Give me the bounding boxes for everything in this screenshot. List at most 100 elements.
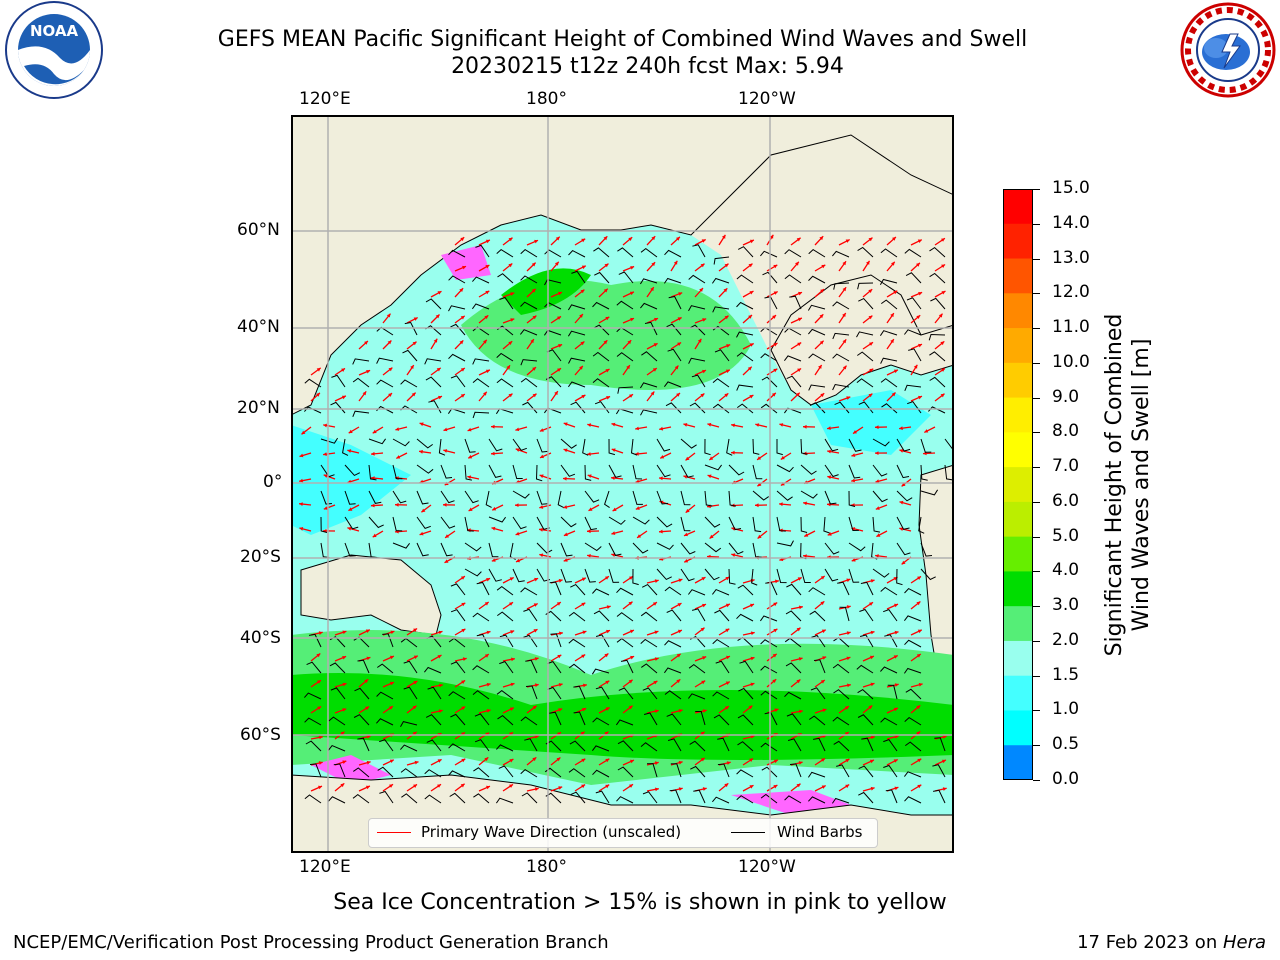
wave-arrow-head (460, 394, 465, 398)
wave-arrow-head (891, 392, 896, 397)
wind-barb (884, 634, 898, 648)
wave-arrow-head (748, 315, 752, 319)
wind-barb (832, 353, 850, 362)
wave-arrow-head (371, 451, 375, 456)
wave-arrow-head (846, 605, 851, 609)
wave-arrow-head (390, 681, 394, 686)
wind-barb (392, 542, 410, 549)
wave-arrow-head (851, 453, 856, 457)
wave-arrow-head (532, 705, 537, 710)
wave-arrow-head (673, 260, 678, 265)
wave-arrow-head (844, 732, 849, 736)
legend-barb-label: Wind Barbs (777, 823, 863, 841)
wave-arrow-head (875, 479, 880, 483)
wind-barb (512, 568, 525, 583)
wind-barb (632, 568, 639, 586)
wave-arrow-head (799, 709, 803, 714)
wave-arrow-head (773, 785, 778, 789)
wave-arrow-head (491, 451, 495, 456)
wind-barb (896, 516, 910, 530)
wind-barb (848, 490, 856, 507)
wave-arrow-head (821, 758, 825, 762)
wave-arrow-head (651, 262, 656, 267)
wind-barb (880, 378, 898, 388)
colorbar-tick-label: 6.0 (1052, 490, 1080, 511)
wind-barb (567, 381, 586, 388)
wave-arrow-head (819, 236, 824, 241)
wave-arrow-head (348, 507, 353, 511)
wave-arrow-head (820, 393, 825, 398)
wind-barb (880, 586, 898, 596)
colorbar-tick-label: 13.0 (1052, 247, 1090, 268)
wave-arrow-head (726, 655, 730, 660)
wave-arrow-head (941, 238, 945, 242)
wind-barb (930, 297, 946, 310)
wave-arrow-head (445, 534, 450, 538)
wind-barb (403, 660, 418, 674)
wave-arrow-head (484, 757, 489, 762)
wind-barb (568, 357, 586, 364)
wind-barb (879, 330, 898, 336)
wind-barb (344, 542, 356, 557)
wind-barb (848, 542, 866, 552)
wave-arrow-head (702, 603, 706, 608)
wind-barb (604, 490, 610, 509)
wave-arrow-head (411, 392, 416, 397)
wave-arrow-head (630, 266, 635, 270)
wave-arrow-head (846, 631, 851, 635)
map-legend: Primary Wave Direction (unscaled) Wind B… (368, 818, 878, 848)
wind-barb (646, 763, 658, 778)
wind-barb (376, 357, 394, 364)
wave-arrow-head (629, 576, 633, 580)
wind-barb (472, 411, 490, 419)
wind-barb (858, 791, 874, 804)
wind-barb (711, 277, 730, 284)
wind-barb (400, 768, 418, 778)
wave-arrow-head (413, 681, 418, 685)
wave-arrow-head (563, 532, 568, 537)
wave-arrow-head (299, 527, 304, 531)
wind-barb (496, 744, 514, 752)
wind-barb (618, 687, 634, 700)
wind-barb (308, 633, 322, 648)
wave-arrow-head (342, 708, 347, 712)
wave-arrow-head (724, 706, 729, 710)
wave-arrow-head (846, 656, 851, 661)
wave-arrow-head (892, 237, 896, 241)
wind-barb (712, 691, 730, 700)
wind-barb (547, 661, 562, 674)
wave-arrow-head (803, 424, 807, 429)
wave-arrow-head (421, 508, 426, 513)
wind-barb (376, 718, 394, 726)
wave-arrow-head (659, 476, 663, 481)
wind-barb (640, 302, 658, 310)
wind-barb (752, 438, 760, 455)
wind-barb (328, 796, 346, 804)
wave-arrow-head (724, 783, 729, 788)
wind-barb (695, 711, 706, 726)
wind-barb (680, 490, 691, 506)
wind-barb (535, 464, 543, 482)
wave-arrow-head (558, 708, 563, 712)
lat-label-20s: 20°S (240, 547, 281, 567)
wave-arrow-head (515, 448, 520, 452)
wind-barb (920, 464, 928, 481)
wave-arrow-head (725, 603, 730, 608)
wave-arrow-head (509, 577, 514, 581)
wave-arrow-head (604, 731, 609, 736)
colorbar-tick-mark (1033, 293, 1040, 295)
wind-barb (752, 464, 763, 480)
wave-arrow-head (603, 236, 608, 241)
wind-barb (496, 352, 514, 362)
wind-barb (305, 740, 322, 752)
wind-barb (425, 376, 442, 388)
wind-barb (424, 769, 442, 778)
wind-barb (808, 587, 826, 596)
wind-barb (736, 795, 754, 804)
colorbar-band (1003, 675, 1033, 711)
wind-barb (934, 737, 946, 752)
wave-arrow-head (820, 680, 825, 684)
wave-arrow-head (684, 532, 688, 537)
wave-arrow-head (721, 234, 726, 239)
wind-barb (831, 797, 850, 804)
